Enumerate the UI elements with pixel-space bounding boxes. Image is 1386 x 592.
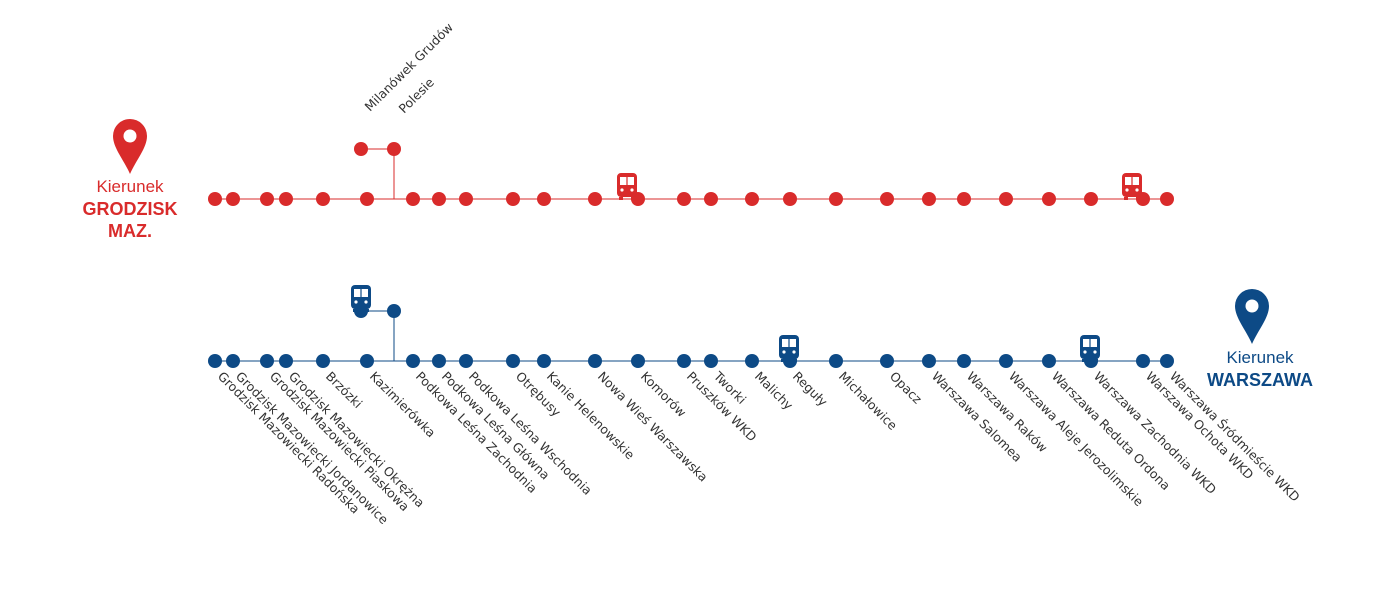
direction-west-line2: MAZ. bbox=[108, 221, 152, 241]
west-stop-12 bbox=[588, 192, 602, 206]
west-stop-21 bbox=[957, 192, 971, 206]
west-stop-15 bbox=[704, 192, 718, 206]
west-stop-16 bbox=[745, 192, 759, 206]
east-stop-6 bbox=[360, 354, 374, 368]
station-label: Kanie Helenowskie bbox=[544, 369, 638, 463]
west-stop-23 bbox=[1042, 192, 1056, 206]
west-branch-stop-2 bbox=[387, 142, 401, 156]
west-stop-10 bbox=[506, 192, 520, 206]
direction-west-line1: GRODZISK bbox=[82, 199, 178, 219]
eastbound-line bbox=[208, 304, 1174, 368]
west-stop-4 bbox=[279, 192, 293, 206]
direction-east-prefix: Kierunek bbox=[1226, 348, 1294, 367]
east-stop-26 bbox=[1160, 354, 1174, 368]
train-east-branch-icon bbox=[351, 285, 371, 312]
east-stop-3 bbox=[260, 354, 274, 368]
east-stop-20 bbox=[922, 354, 936, 368]
direction-pins bbox=[113, 118, 1269, 344]
east-stop-4 bbox=[279, 354, 293, 368]
east-stop-10 bbox=[506, 354, 520, 368]
west-stop-2 bbox=[226, 192, 240, 206]
west-stop-24 bbox=[1084, 192, 1098, 206]
east-stop-23 bbox=[1042, 354, 1056, 368]
east-stop-19 bbox=[880, 354, 894, 368]
east-stop-1 bbox=[208, 354, 222, 368]
west-stop-11 bbox=[537, 192, 551, 206]
west-stop-20 bbox=[922, 192, 936, 206]
west-stop-22 bbox=[999, 192, 1013, 206]
train-east-icon bbox=[779, 335, 799, 362]
east-stop-7 bbox=[406, 354, 420, 368]
map-pin-icon bbox=[1235, 289, 1269, 344]
west-stop-5 bbox=[316, 192, 330, 206]
trains bbox=[351, 173, 1142, 362]
east-stop-2 bbox=[226, 354, 240, 368]
east-stop-9 bbox=[459, 354, 473, 368]
west-stop-17 bbox=[783, 192, 797, 206]
east-stop-22 bbox=[999, 354, 1013, 368]
west-stop-1 bbox=[208, 192, 222, 206]
westbound-line bbox=[208, 142, 1174, 206]
east-stop-5 bbox=[316, 354, 330, 368]
direction-east-label: Kierunek WARSZAWA bbox=[1190, 347, 1330, 391]
east-stop-18 bbox=[829, 354, 843, 368]
west-branch-stop-1 bbox=[354, 142, 368, 156]
east-stop-25 bbox=[1136, 354, 1150, 368]
west-stop-18 bbox=[829, 192, 843, 206]
east-stop-15 bbox=[704, 354, 718, 368]
east-stop-16 bbox=[745, 354, 759, 368]
train-west-icon bbox=[1122, 173, 1142, 200]
station-label: Opacz bbox=[887, 369, 925, 407]
east-stop-8 bbox=[432, 354, 446, 368]
train-west-icon bbox=[617, 173, 637, 200]
east-stop-21 bbox=[957, 354, 971, 368]
west-stop-7 bbox=[406, 192, 420, 206]
east-stop-13 bbox=[631, 354, 645, 368]
east-branch-stop-2 bbox=[387, 304, 401, 318]
east-stop-14 bbox=[677, 354, 691, 368]
east-stop-12 bbox=[588, 354, 602, 368]
west-stop-6 bbox=[360, 192, 374, 206]
west-stop-26 bbox=[1160, 192, 1174, 206]
station-label: Malichy bbox=[752, 369, 797, 414]
east-stop-11 bbox=[537, 354, 551, 368]
direction-east-line1: WARSZAWA bbox=[1207, 370, 1313, 390]
map-pin-icon bbox=[113, 118, 147, 174]
station-label: Reguły bbox=[790, 369, 831, 410]
direction-west-prefix: Kierunek bbox=[96, 177, 164, 196]
west-stop-14 bbox=[677, 192, 691, 206]
west-stop-9 bbox=[459, 192, 473, 206]
west-stop-3 bbox=[260, 192, 274, 206]
west-stop-8 bbox=[432, 192, 446, 206]
west-stop-19 bbox=[880, 192, 894, 206]
train-east-icon bbox=[1080, 335, 1100, 362]
direction-west-label: Kierunek GRODZISK MAZ. bbox=[60, 176, 200, 242]
